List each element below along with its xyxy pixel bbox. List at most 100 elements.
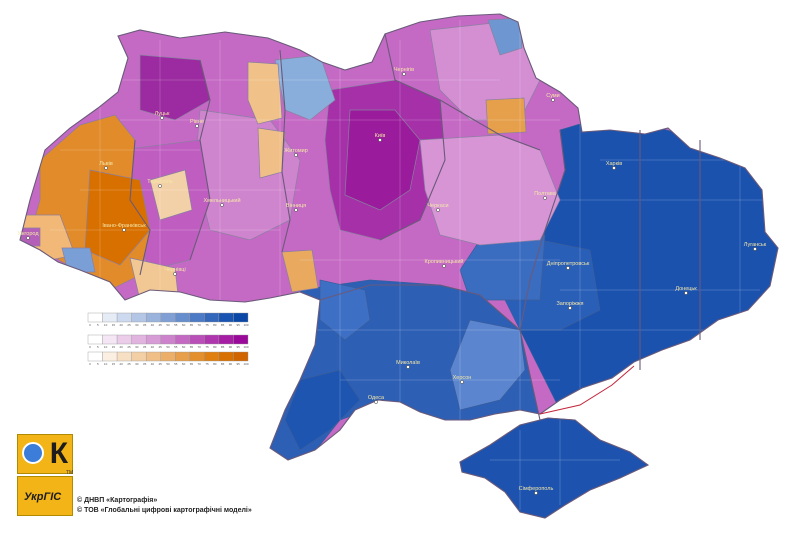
oblast-border [189, 59, 211, 261]
legend-tick: 30 [135, 323, 139, 327]
city-label: Миколаїв [396, 360, 420, 366]
legend-tick: 60 [182, 323, 186, 327]
region [247, 61, 283, 125]
legend-swatch-purple [218, 334, 234, 345]
legend-tick: 10 [104, 323, 108, 327]
oblast-border [129, 139, 151, 276]
legend: 0 5 10 15 20 25 30 35 40 45 50 55 60 65 70 75 80 85 90 95 10… [87, 312, 249, 366]
region [149, 169, 193, 221]
legend-swatch-purple [87, 334, 103, 345]
city-label: Чернівці [164, 267, 185, 273]
region [485, 97, 527, 135]
city-marker [294, 153, 298, 157]
legend-tick: 5 [97, 345, 99, 349]
legend-tick: 35 [143, 323, 147, 327]
city-label: Тернопіль [147, 179, 173, 185]
legend-tick: 55 [174, 362, 178, 366]
legend-swatch-blue [204, 312, 220, 323]
legend-tick: 15 [112, 362, 116, 366]
region [459, 234, 546, 301]
city-marker [160, 116, 164, 120]
city-marker [374, 400, 378, 404]
legend-tick: 35 [143, 345, 147, 349]
oblast-border [639, 130, 701, 370]
city-label: Луганськ [744, 242, 767, 248]
legend-tick: 100 [243, 362, 248, 366]
region [20, 227, 41, 247]
city-marker [551, 98, 555, 102]
legend-tick: 90 [229, 323, 233, 327]
city-label: Ужгород [17, 231, 39, 237]
legend-swatch-purple [131, 334, 147, 345]
city-marker [378, 138, 382, 142]
legend-tick: 20 [120, 362, 124, 366]
legend-swatch-purple [102, 334, 118, 345]
legend-swatch-purple [116, 334, 132, 345]
crimea-border [459, 417, 650, 519]
legend-swatch-orange [131, 351, 147, 362]
legend-swatch-purple [160, 334, 176, 345]
city-marker [158, 184, 162, 188]
city-marker [534, 491, 538, 495]
city-marker [442, 264, 446, 268]
city-marker [104, 166, 108, 170]
legend-tick: 0 [89, 345, 91, 349]
legend-tick: 90 [229, 362, 233, 366]
city-label: Житомир [284, 148, 308, 154]
crimea-region [459, 417, 649, 519]
city-marker [460, 380, 464, 384]
legend-swatch-blue [116, 312, 132, 323]
legend-tick: 90 [229, 345, 233, 349]
legend-tick: 60 [182, 362, 186, 366]
region [344, 109, 421, 211]
legend-tick: 65 [190, 323, 194, 327]
city-labels: Луцьк Рівне Житомир Київ Чернігів Суми Полтава… [17, 67, 767, 495]
city-label: Одеса [368, 395, 385, 401]
city-label: Вінниця [286, 203, 306, 209]
legend-tick: 50 [166, 323, 170, 327]
city-label: Чернігів [394, 67, 414, 73]
city-marker [173, 272, 177, 276]
logo-text: УкрГІС [24, 491, 62, 503]
legend-swatch-blue [131, 312, 147, 323]
city-marker [543, 196, 547, 200]
city-marker [26, 236, 30, 240]
logo-letter: К [49, 437, 68, 470]
region [284, 369, 361, 451]
legend-tick: 70 [198, 362, 202, 366]
legend-tick: 45 [159, 362, 163, 366]
city-label: Черкаси [427, 203, 448, 209]
legend-swatch-purple [189, 334, 205, 345]
legend-tick: 0 [89, 362, 91, 366]
legend-tick: 80 [213, 345, 217, 349]
city-marker [684, 291, 688, 295]
region [419, 134, 561, 246]
city-label: Дніпропетровськ [547, 261, 590, 267]
legend-tick: 50 [166, 345, 170, 349]
oblast-border [279, 49, 291, 253]
city-label: Суми [546, 93, 560, 99]
legend-tick: 80 [213, 362, 217, 366]
city-marker [612, 166, 616, 170]
legend-tick: 40 [151, 362, 155, 366]
city-label: Хмельницький [203, 197, 240, 204]
legend-tick: 85 [221, 323, 225, 327]
legend-swatch-blue [87, 312, 103, 323]
legend-tick: 25 [127, 362, 131, 366]
legend-tick: 20 [120, 345, 124, 349]
legend-swatch-orange [87, 351, 103, 362]
legend-swatch-orange [233, 351, 249, 362]
legend-tick: 75 [205, 362, 209, 366]
legend-tick: 70 [198, 345, 202, 349]
legend-tick: 95 [237, 323, 241, 327]
legend-swatch-orange [116, 351, 132, 362]
legend-tick: 50 [166, 362, 170, 366]
legend-swatch-blue [160, 312, 176, 323]
legend-tick: 25 [127, 345, 131, 349]
legend-tick: 65 [190, 362, 194, 366]
legend-tick: 45 [159, 323, 163, 327]
legend-tick: 5 [97, 323, 99, 327]
legend-tick: 80 [213, 323, 217, 327]
legend-swatch-purple [233, 334, 249, 345]
city-marker [122, 228, 126, 232]
